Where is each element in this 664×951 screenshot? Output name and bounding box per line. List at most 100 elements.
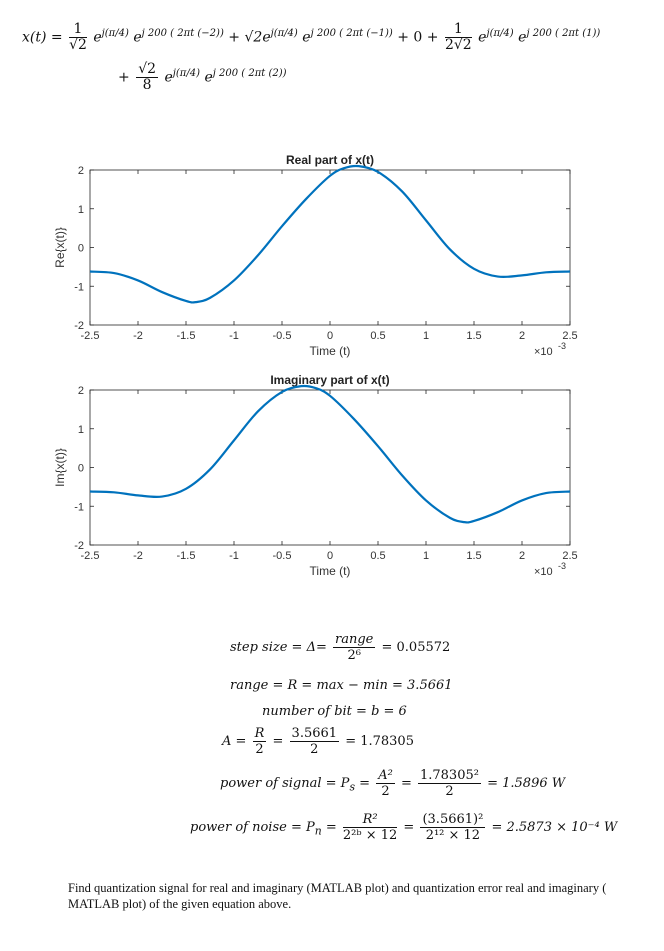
plus-1: +	[228, 29, 241, 46]
imaginary-part-chart: Imaginary part of x(t) -2.5 -2 -1.5 -1 -0.5 0 0…	[40, 370, 580, 615]
question-text: Find quantization signal for real and im…	[68, 881, 607, 911]
y-tick-label: 1	[78, 204, 84, 216]
step-num: range	[333, 632, 376, 648]
pn-den1: 2²ᵇ × 12	[342, 828, 398, 843]
y-tick-label: -1	[74, 501, 84, 513]
signal-power-line: power of signal = Ps = A² 2 = 1.78305² 2…	[220, 768, 565, 799]
term4-den: 8	[142, 77, 152, 93]
signal-power-value: = 1.5896 W	[487, 776, 566, 791]
a-num2: 3.5661	[289, 726, 340, 742]
equation-line-1: x(t) = 1 √2 ej(π/4) ej 200 ( 2πt (−2)) +…	[22, 22, 600, 53]
term1-exp2: e	[133, 29, 142, 46]
a-den2: 2	[310, 742, 319, 757]
x-tick-label: 2	[519, 550, 525, 562]
plot-area	[89, 389, 571, 546]
pn-eq: =	[325, 820, 337, 835]
term4-exp2: e	[204, 69, 213, 86]
y-tick-label: 1	[78, 424, 84, 436]
amplitude-line: A = R 2 = 3.5661 2 = 1.78305	[222, 726, 414, 757]
signal-power-sub: s	[349, 780, 355, 794]
term3-arg: j 200 ( 2πt (1))	[526, 27, 601, 39]
x-tick-label: -1	[229, 550, 239, 562]
a-eq: =	[272, 734, 284, 749]
ps-eq2: =	[400, 776, 412, 791]
a-den1: 2	[255, 742, 264, 757]
amplitude-value: = 1.78305	[345, 734, 414, 749]
chart-title: Real part of x(t)	[286, 153, 374, 167]
y-tick-label: 0	[78, 243, 84, 255]
x-tick-label: 1	[423, 550, 429, 562]
term1-arg: j 200 ( 2πt (−2))	[141, 27, 224, 39]
x-tick-label: 0	[327, 330, 333, 342]
series-line	[89, 164, 571, 304]
signal-power-fraction-2: 1.78305² 2	[417, 768, 481, 799]
real-part-plot: Real part of x(t)-2.5 -2 -1.5 -1 -0.5 0 0.5 1 1.…	[53, 153, 578, 358]
x-tick-label: -1.5	[177, 330, 196, 342]
imaginary-part-plot: Imaginary part of x(t)-2.5 -2 -1.5 -1 -0.5 0 0…	[53, 373, 578, 578]
chart-title: Imaginary part of x(t)	[270, 373, 389, 387]
ps-eq: =	[359, 776, 371, 791]
term4-exp1: e	[164, 69, 173, 86]
y-tick-label: 2	[78, 165, 84, 177]
x-tick-label: -2	[133, 330, 143, 342]
amplitude-fraction-1: R 2	[252, 726, 267, 757]
step-size-label: step size = Δ=	[230, 640, 327, 655]
amplitude-fraction-2: 3.5661 2	[289, 726, 340, 757]
term4-arg: j 200 ( 2πt (2))	[212, 67, 287, 79]
term4-phase: j(π/4)	[172, 67, 200, 79]
x-scale-factor: ×10	[534, 346, 553, 358]
term1-num: 1	[69, 22, 87, 38]
plus-2: + 0 +	[397, 29, 439, 46]
y-axis-label: Re{x(t)}	[53, 227, 67, 268]
term1-phase: j(π/4)	[101, 27, 129, 39]
pn-den2: 2¹² × 12	[425, 828, 481, 843]
y-tick-label: -1	[74, 281, 84, 293]
noise-power-value: = 2.5873 × 10⁻⁴ W	[491, 820, 618, 835]
x-tick-label: 2.5	[562, 550, 577, 562]
bits-line: number of bit = b = 6	[262, 704, 407, 719]
noise-power-fraction-2: (3.5661)² 2¹² × 12	[420, 812, 486, 843]
noise-power-sub: n	[314, 824, 322, 838]
ps-num1: A²	[376, 768, 395, 784]
ps-den2: 2	[445, 784, 454, 799]
x-tick-label: 2.5	[562, 330, 577, 342]
pn-eq2: =	[403, 820, 415, 835]
equation-lhs: x(t) =	[22, 29, 63, 46]
x-tick-label: 0	[327, 550, 333, 562]
x-tick-label: -1.5	[177, 550, 196, 562]
term1-exp1: e	[93, 29, 102, 46]
noise-power-line: power of noise = Pn = R² 2²ᵇ × 12 = (3.5…	[190, 812, 617, 843]
y-axis-label: Im{x(t)}	[53, 448, 67, 487]
x-scale-factor: ×10	[534, 566, 553, 578]
term2-coefficient: √2e	[244, 29, 271, 46]
term3-num: 1	[444, 22, 472, 38]
x-tick-label: 1.5	[466, 330, 481, 342]
step-size-line: step size = Δ= range 2⁶ = 0.05572	[230, 632, 450, 663]
x-scale-exponent: -3	[558, 561, 566, 571]
term2-exp: e	[302, 29, 311, 46]
x-tick-label: -0.5	[273, 330, 292, 342]
term3-exp1: e	[478, 29, 487, 46]
noise-power-label: power of noise = P	[190, 820, 315, 835]
signal-power-label: power of signal = P	[220, 776, 350, 791]
term3-coefficient: 1 2√2	[444, 22, 472, 53]
x-tick-label: 1	[423, 330, 429, 342]
y-tick-label: 0	[78, 463, 84, 475]
quantization-formulas: step size = Δ= range 2⁶ = 0.05572 range …	[0, 630, 664, 860]
a-num1: R	[252, 726, 267, 742]
term3-phase: j(π/4)	[486, 27, 514, 39]
ps-den1: 2	[381, 784, 390, 799]
term3-den: 2√2	[444, 37, 472, 53]
signal-equation: x(t) = 1 √2 ej(π/4) ej 200 ( 2πt (−2)) +…	[22, 10, 652, 105]
step-size-fraction: range 2⁶	[333, 632, 376, 663]
noise-power-fraction-1: R² 2²ᵇ × 12	[342, 812, 398, 843]
signal-power-fraction-1: A² 2	[376, 768, 395, 799]
x-tick-label: -2	[133, 550, 143, 562]
amplitude-lhs: A =	[222, 734, 247, 749]
x-tick-label: 1.5	[466, 550, 481, 562]
x-tick-label: 0.5	[370, 550, 385, 562]
x-tick-label: -2.5	[81, 550, 100, 562]
term4-coefficient: √2 8	[136, 62, 159, 93]
real-part-chart: Real part of x(t) -2.5 -2 -1.5 -1 -0.5 0 0.5 1 1.…	[40, 150, 580, 395]
equation-line-2: + √2 8 ej(π/4) ej 200 ( 2πt (2))	[118, 62, 287, 93]
